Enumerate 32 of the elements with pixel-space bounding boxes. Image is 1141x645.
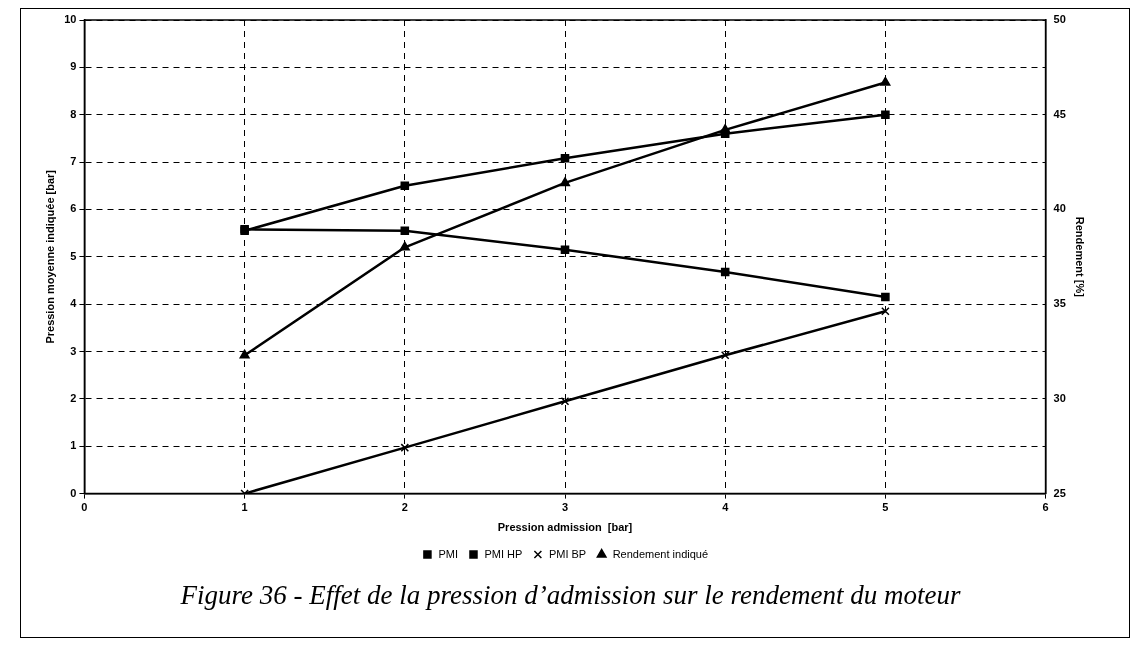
x-tick-label: 2 [401,501,408,514]
y-tick-label: 10 [64,13,77,26]
legend-label: PMI [438,547,458,560]
legend-label: PMI HP [484,547,523,560]
legend-label: Rendement indiqué [612,547,709,560]
x-tick-label: 0 [81,501,88,514]
y-tick-label: 2 [70,391,77,404]
x-tick-label: 6 [1042,501,1049,514]
y-tick-label: 0 [70,486,77,499]
y2-axis-title: Rendement [%] [1074,216,1087,298]
y2-tick-label: 45 [1053,107,1066,120]
x-axis-title: Pression admission [bar] [497,521,633,534]
x-tick-label: 4 [722,501,730,514]
caption: Figure 36 - Effet de la pression d’admission sur le rendement du moteur [179,580,962,611]
x-tick-label: 3 [561,501,569,514]
legend-label: PMI BP [548,547,587,560]
y2-tick-label: 35 [1053,297,1066,310]
x-tick-label: 5 [882,501,889,514]
y2-tick-label: 25 [1053,486,1066,499]
y-tick-label: 8 [70,107,77,120]
y-tick-label: 5 [70,249,77,262]
y-tick-label: 9 [70,60,77,73]
y2-tick-label: 40 [1053,202,1066,215]
y-tick-label: 6 [70,202,77,215]
y2-tick-label: 50 [1053,13,1066,26]
y2-tick-label: 30 [1053,391,1066,404]
y-tick-label: 3 [70,344,77,357]
x-tick-label: 1 [241,501,248,514]
y-tick-label: 1 [70,439,77,452]
y-tick-label: 4 [70,297,78,310]
y-axis-title: Pression moyenne indiquée [bar] [43,169,56,344]
y-tick-label: 7 [70,155,77,168]
